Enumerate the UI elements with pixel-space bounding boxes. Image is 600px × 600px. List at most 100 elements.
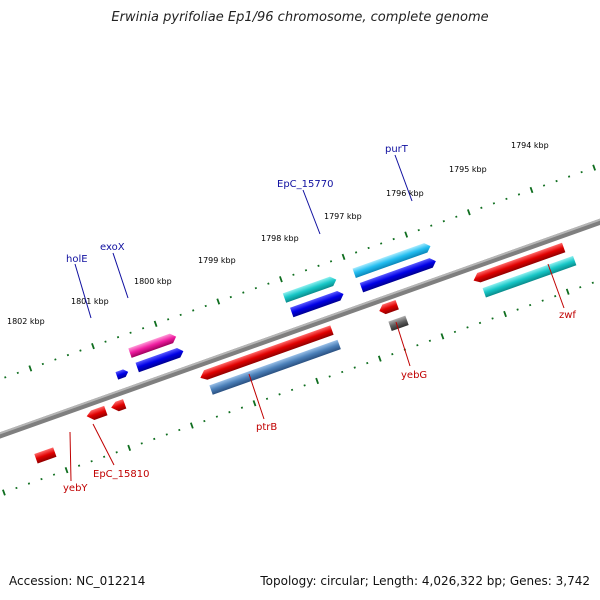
gene-ptrB[interactable] — [198, 325, 334, 381]
ruler-dot — [215, 415, 219, 418]
ruler-dot — [516, 308, 519, 311]
genome-backbone — [0, 178, 600, 469]
ruler-major-tick — [28, 365, 33, 372]
ruler-label-1802: 1802 kbp — [7, 317, 45, 326]
ruler-dot — [41, 362, 45, 366]
label-leaders — [69, 154, 565, 482]
ruler-dot — [292, 273, 295, 276]
gene-purT-sky[interactable] — [352, 241, 432, 278]
ruler-dot — [391, 353, 394, 356]
ruler-label-1801: 1801 kbp — [71, 297, 109, 306]
ruler-dot — [453, 330, 457, 334]
ruler-major-tick — [91, 342, 95, 350]
ruler-label-1798: 1798 kbp — [261, 234, 299, 243]
ruler-dot — [304, 269, 308, 272]
ruler-dot — [179, 313, 182, 317]
gene-left-edge[interactable] — [34, 447, 57, 464]
ruler-dot — [580, 170, 583, 174]
ruler-label-1799: 1799 kbp — [198, 256, 236, 265]
gene-label-EpC_15810[interactable]: EpC_15810 — [93, 469, 149, 480]
ruler-label-1796: 1796 kbp — [386, 189, 424, 198]
ruler-dot — [203, 419, 206, 423]
gene-yebG[interactable] — [378, 299, 399, 316]
ruler-dot — [591, 281, 594, 284]
gene-yebY[interactable] — [85, 405, 108, 422]
gene-exoX-pink[interactable] — [128, 332, 178, 358]
gene-label-EpC_15770[interactable]: EpC_15770 — [277, 179, 333, 190]
ruler-major-tick — [529, 186, 534, 194]
ruler-dot — [240, 406, 244, 409]
ruler-dot — [141, 327, 145, 330]
ruler-dots-bottom — [15, 281, 594, 490]
ruler-dot — [354, 251, 358, 254]
ruler-label-1794: 1794 kbp — [511, 141, 549, 150]
ruler-ticks-top — [28, 164, 597, 372]
ruler-dot — [254, 286, 258, 290]
ruler-dot — [303, 384, 306, 387]
ruler-dot — [267, 282, 270, 285]
ruler-dot — [265, 397, 269, 400]
ruler-dot — [341, 370, 344, 374]
ruler-dot — [567, 175, 571, 178]
ruler-major-tick — [216, 298, 221, 305]
gene-EpC_15770[interactable] — [290, 289, 345, 318]
gene-label-exoX[interactable]: exoX — [100, 242, 125, 253]
ruler-major-tick — [127, 444, 132, 451]
ruler-dot — [478, 321, 482, 325]
gene-label-yebG[interactable]: yebG — [401, 370, 427, 381]
ruler-dot — [517, 193, 521, 196]
gene-zwf-cyan[interactable] — [482, 255, 577, 298]
ruler-dot — [367, 246, 370, 250]
ruler-dot — [15, 486, 18, 490]
ruler-major-tick — [377, 355, 382, 362]
gene-zwf[interactable] — [472, 242, 566, 285]
ruler-major-tick — [592, 164, 597, 171]
ruler-dot — [115, 451, 118, 454]
gene-ptrB-steel[interactable] — [209, 339, 341, 395]
ruler-dot — [329, 260, 333, 263]
ruler-dot — [290, 388, 294, 392]
gene-EpC_15810[interactable] — [110, 399, 127, 413]
ruler-major-tick — [64, 467, 69, 474]
ruler-major-tick — [252, 400, 257, 407]
ruler-dot — [417, 228, 420, 232]
ruler-major-tick — [404, 231, 409, 238]
ruler-dot — [4, 376, 7, 379]
gene-exoX[interactable] — [135, 346, 186, 373]
ruler-dot — [153, 437, 156, 441]
ruler-dot — [54, 358, 57, 361]
ruler-dot — [16, 371, 19, 375]
ruler-dot — [27, 482, 31, 485]
map-title: Erwinia pyrifoliae Ep1/96 chromosome, co… — [111, 10, 489, 25]
ruler-dot — [492, 202, 496, 205]
ruler-dot — [129, 331, 132, 334]
gene-label-ptrB[interactable]: ptrB — [256, 422, 277, 433]
gene-purT[interactable] — [359, 256, 438, 293]
ruler-major-tick — [189, 422, 194, 429]
ruler-dot — [165, 433, 168, 436]
topology-text: Topology: circular; Length: 4,026,322 bp… — [260, 574, 590, 588]
ruler-dot — [104, 340, 107, 343]
ruler-dot — [491, 317, 494, 320]
ruler-dot — [528, 303, 532, 307]
ruler-dot — [242, 291, 245, 294]
gene-label-yebY[interactable]: yebY — [63, 483, 88, 494]
ruler-dot — [102, 455, 106, 458]
ruler-major-tick — [440, 333, 445, 340]
ruler-dot — [505, 197, 508, 201]
ruler-dot — [40, 477, 43, 481]
ruler-dot — [77, 464, 81, 467]
ruler-dot — [542, 184, 546, 187]
gene-label-holE[interactable]: holE — [66, 254, 88, 265]
ruler-dot — [579, 286, 582, 289]
gene-label-purT[interactable]: purT — [385, 144, 409, 155]
ruler-dot — [90, 460, 93, 463]
gene-holE[interactable] — [115, 368, 129, 380]
gene-yebG-grey[interactable] — [388, 315, 409, 332]
gene-EpC_15770-cyan[interactable] — [282, 275, 338, 303]
gene-label-zwf[interactable]: zwf — [559, 310, 576, 321]
ruler-dot — [366, 361, 369, 365]
ruler-dot — [204, 304, 207, 308]
ruler-dot — [278, 393, 281, 396]
